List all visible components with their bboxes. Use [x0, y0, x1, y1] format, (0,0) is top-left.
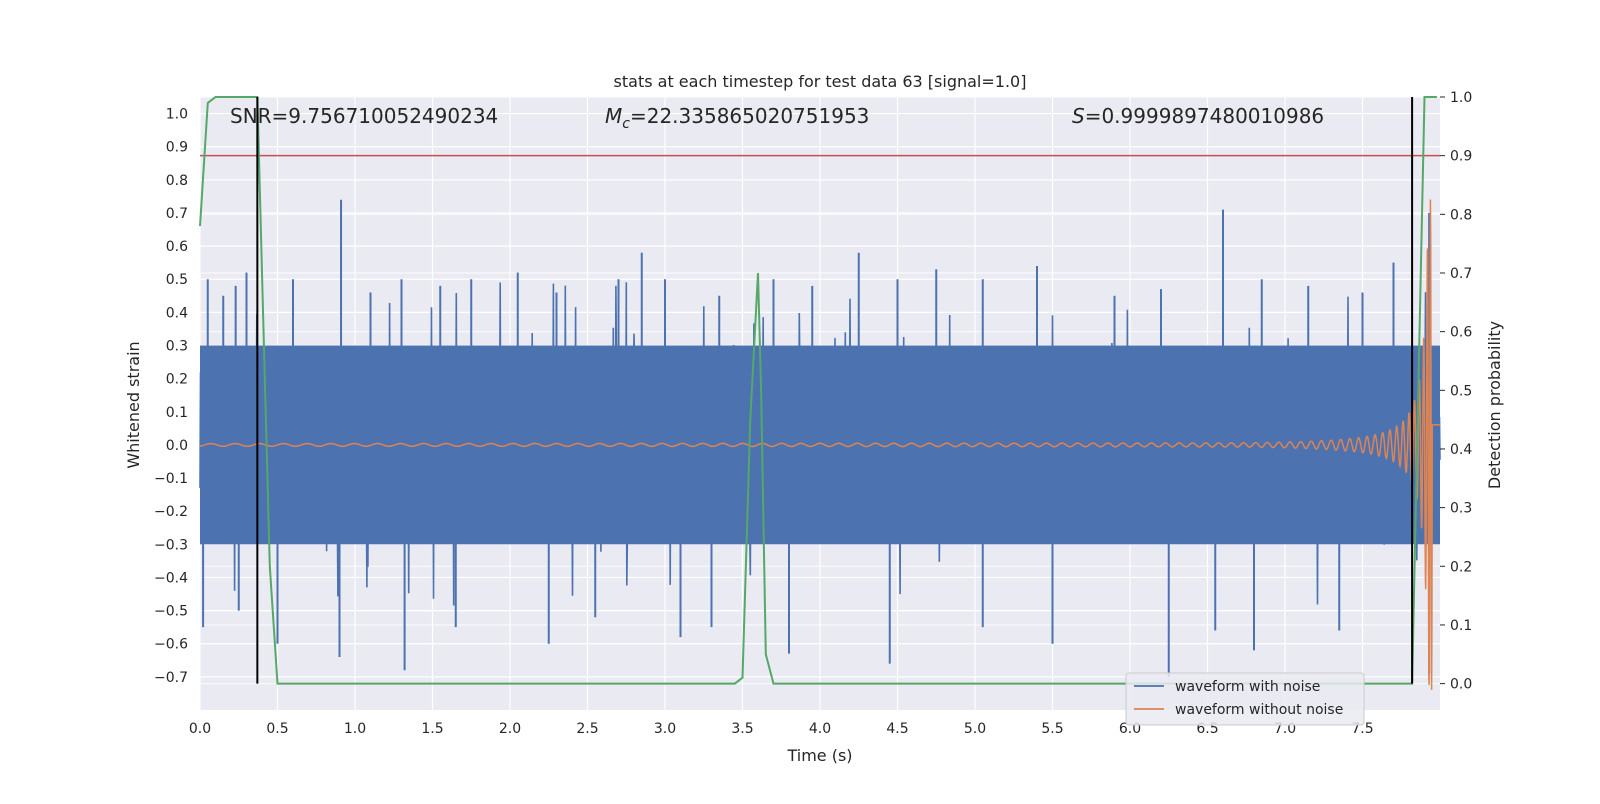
y2-tick-label: 0.9 [1450, 149, 1472, 165]
x-tick-label: 4.0 [809, 721, 831, 737]
y2-tick-label: 1.0 [1450, 90, 1472, 106]
y2-axis-ticks: 0.0 0.1 0.2 0.3 0.4 0.5 0.6 0.7 0.8 0.9 1.0 [1440, 90, 1472, 693]
y-tick-label: 0.5 [166, 272, 188, 288]
x-tick-label: 3.0 [654, 721, 676, 737]
y2-tick-label: 0.8 [1450, 207, 1472, 223]
snr-annotation: SNR=9.756710052490234 [230, 104, 498, 128]
legend: waveform with noise waveform without noi… [1125, 672, 1365, 726]
x-tick-label: 5.0 [964, 721, 986, 737]
y2-tick-label: 0.2 [1450, 559, 1472, 575]
y2-axis-label: Detection probability [1485, 321, 1504, 489]
x-axis-label: Time (s) [786, 746, 852, 765]
y2-tick-label: 0.3 [1450, 501, 1472, 517]
chirp-trace [199, 199, 1440, 690]
x-tick-label: 0.0 [189, 721, 211, 737]
y-tick-label: 1.0 [166, 107, 188, 123]
y-tick-label: 0.0 [166, 438, 188, 454]
y-tick-label: −0.1 [154, 471, 188, 487]
y2-tick-label: 0.6 [1450, 325, 1472, 341]
y-tick-label: −0.2 [154, 504, 188, 520]
score-annotation: S=0.9999897480010986 [1072, 104, 1324, 128]
y-tick-label: 0.1 [166, 405, 188, 421]
x-tick-label: 1.0 [344, 721, 366, 737]
y2-tick-label: 0.0 [1450, 677, 1472, 693]
y-axis-ticks: −0.7 −0.6 −0.5 −0.4 −0.3 −0.2 −0.1 0.0 0.1 0.2 0.3… [154, 107, 188, 686]
y-tick-label: 0.9 [166, 140, 188, 156]
chirp-mass-value: =22.335865020751953 [630, 104, 869, 128]
x-tick-label: 5.5 [1041, 721, 1063, 737]
x-tick-label: 2.5 [576, 721, 598, 737]
y-tick-label: 0.3 [166, 339, 188, 355]
y-axis-label: Whitened strain [124, 341, 143, 468]
y-tick-label: 0.2 [166, 372, 188, 388]
probability-trace [199, 96, 1437, 685]
y-tick-label: 0.7 [166, 206, 188, 222]
series-waveform-without-noise [199, 199, 1440, 690]
y-tick-label: −0.6 [154, 637, 188, 653]
x-tick-label: 3.5 [731, 721, 753, 737]
score-value: =0.9999897480010986 [1085, 104, 1324, 128]
legend-label-clean: waveform without noise [1175, 702, 1343, 718]
legend-label-noise: waveform with noise [1175, 679, 1320, 695]
x-tick-label: 2.0 [499, 721, 521, 737]
series-detection-probability [199, 96, 1437, 685]
chirp-mass-symbol: M [605, 104, 622, 128]
x-tick-label: 1.5 [421, 721, 443, 737]
y-tick-label: −0.4 [154, 570, 188, 586]
x-tick-label: 4.5 [886, 721, 908, 737]
chirp-mass-subscript: c [622, 116, 630, 132]
y-tick-label: −0.3 [154, 537, 188, 553]
y-tick-label: −0.7 [154, 670, 188, 686]
legend-box [1125, 672, 1365, 726]
y2-tick-label: 0.7 [1450, 266, 1472, 282]
y-tick-label: −0.5 [154, 604, 188, 620]
y-tick-label: 0.8 [166, 173, 188, 189]
chirp-mass-annotation: Mc=22.335865020751953 [605, 104, 869, 132]
y2-tick-label: 0.5 [1450, 383, 1472, 399]
y-tick-label: 0.6 [166, 239, 188, 255]
y-tick-label: 0.4 [166, 305, 188, 321]
x-tick-label: 0.5 [266, 721, 288, 737]
y2-tick-label: 0.1 [1450, 618, 1472, 634]
y2-tick-label: 0.4 [1450, 442, 1472, 458]
vertical-markers [256, 97, 1414, 684]
score-symbol: S [1072, 104, 1085, 128]
chart-title: stats at each timestep for test data 63 … [614, 72, 1027, 91]
